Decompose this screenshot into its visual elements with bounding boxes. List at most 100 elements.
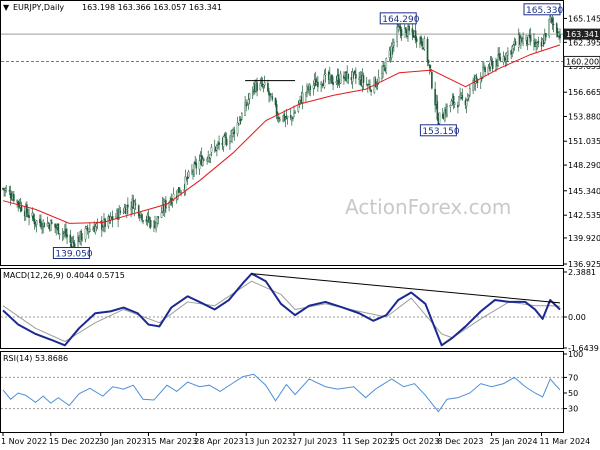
candle — [431, 71, 433, 90]
candle — [472, 77, 474, 94]
price-ohlc: 163.198 163.366 163.057 163.341 — [82, 3, 222, 12]
candle — [283, 110, 286, 122]
candle — [514, 38, 517, 46]
price-y-tick-label: 145.340 — [568, 187, 600, 196]
macd-series — [1, 272, 563, 347]
candle — [218, 135, 220, 151]
macd-line-macd — [2, 272, 561, 347]
candle — [289, 107, 292, 121]
candle — [224, 131, 227, 145]
collapse-triangle-icon[interactable]: ▼ — [3, 3, 10, 12]
candle — [57, 223, 60, 235]
x-tick-label: 27 Jul 2023 — [292, 437, 337, 446]
rsi-y-tick-label: 30 — [568, 405, 578, 414]
candle — [69, 229, 72, 249]
moving-average-line — [2, 44, 561, 224]
hline-label-0: 163.341 — [566, 30, 599, 39]
candle — [198, 154, 201, 175]
candle — [558, 30, 560, 40]
price-reference-lines — [1, 33, 563, 62]
candle — [368, 79, 370, 86]
candle — [195, 158, 198, 175]
candle — [329, 66, 331, 85]
x-tick-label: 13 Jun 2023 — [244, 437, 292, 446]
candle — [223, 132, 226, 137]
candle — [170, 193, 173, 206]
rsi-y-tick-label: 50 — [568, 389, 578, 398]
candle — [535, 39, 537, 54]
candle — [511, 45, 514, 58]
price-y-tick-label: 136.925 — [568, 260, 600, 269]
macd-y-tick-label: -1.6439 — [568, 344, 599, 353]
candle — [207, 150, 210, 163]
candle — [87, 231, 90, 239]
candle — [383, 61, 385, 71]
price-y-tick-label: 156.665 — [568, 88, 600, 97]
candle — [461, 88, 464, 101]
candle — [61, 228, 64, 241]
candle — [155, 222, 157, 233]
candle — [20, 201, 23, 212]
candle — [201, 156, 204, 167]
candle — [407, 21, 409, 42]
candle — [469, 84, 471, 98]
candle — [484, 65, 486, 76]
candle — [337, 68, 340, 86]
callout-label: 165.330 — [526, 6, 563, 16]
candle — [286, 115, 289, 125]
candle — [4, 186, 6, 197]
price-panel-frame — [0, 0, 564, 266]
candle — [355, 67, 357, 85]
candle — [323, 69, 326, 89]
candle — [179, 187, 181, 194]
candle — [260, 76, 263, 87]
candle — [101, 216, 103, 237]
candle — [381, 65, 383, 83]
candle — [259, 78, 262, 91]
candle — [139, 213, 141, 222]
price-overlays — [2, 44, 561, 224]
candle — [446, 103, 448, 118]
candle — [233, 126, 236, 141]
candle — [49, 219, 52, 232]
candle — [375, 81, 378, 90]
candle — [475, 73, 478, 84]
callout-label: 164.290 — [382, 15, 419, 25]
callout-box — [523, 3, 561, 16]
callout-label: 153.150 — [422, 127, 459, 137]
candle — [320, 80, 322, 92]
candle — [362, 72, 365, 90]
candle — [305, 91, 307, 103]
candle — [137, 204, 140, 219]
candle — [396, 23, 398, 48]
candle — [370, 89, 372, 96]
candle — [13, 190, 15, 203]
candle — [428, 64, 431, 75]
candle — [312, 80, 315, 96]
candle — [229, 135, 231, 151]
candle — [65, 221, 67, 239]
candle — [248, 92, 251, 105]
candle — [238, 116, 241, 126]
candle — [393, 38, 395, 52]
candle — [449, 104, 452, 113]
candle — [550, 16, 553, 24]
candle — [32, 212, 35, 222]
callout-3: 139.050 — [52, 245, 93, 260]
candle — [122, 208, 125, 215]
candle — [231, 129, 233, 144]
candle — [127, 197, 129, 214]
candle — [421, 38, 423, 50]
candle — [187, 169, 190, 179]
candle — [134, 198, 137, 210]
candle — [527, 34, 530, 46]
candle — [104, 217, 106, 233]
candle — [301, 85, 304, 110]
candle — [209, 153, 212, 164]
candle — [85, 225, 88, 230]
candle — [339, 70, 342, 84]
macd-y-tick-label: 0.00 — [568, 313, 586, 322]
rsi-line — [2, 373, 561, 413]
candle — [453, 101, 456, 108]
